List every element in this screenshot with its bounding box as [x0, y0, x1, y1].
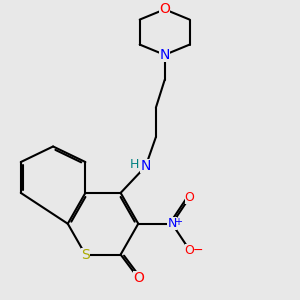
- Text: O: O: [185, 244, 195, 257]
- Text: −: −: [193, 244, 203, 257]
- Text: N: N: [160, 48, 170, 62]
- Text: O: O: [159, 2, 170, 16]
- Text: H: H: [130, 158, 139, 171]
- Text: N: N: [140, 160, 151, 173]
- Text: O: O: [185, 191, 195, 204]
- Text: +: +: [175, 217, 182, 227]
- Text: S: S: [81, 248, 90, 262]
- Text: O: O: [133, 271, 144, 285]
- Text: N: N: [167, 217, 177, 230]
